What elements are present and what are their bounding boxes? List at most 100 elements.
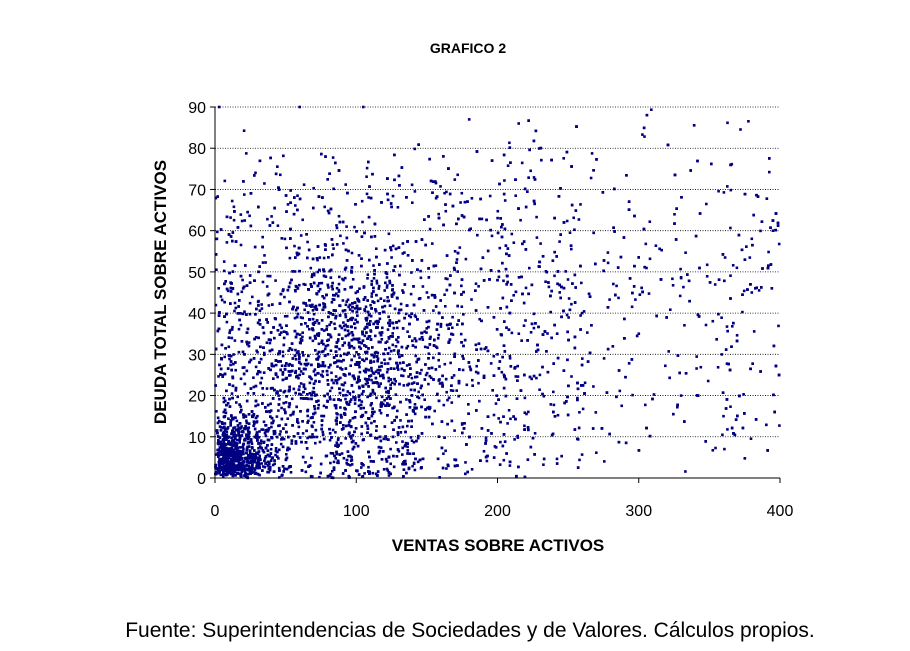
scatter-point [630, 305, 634, 309]
scatter-point [357, 363, 361, 366]
scatter-point [254, 313, 257, 316]
scatter-point [355, 361, 359, 364]
scatter-point [445, 190, 448, 194]
scatter-point [405, 398, 408, 401]
scatter-point [279, 331, 283, 334]
scatter-point [329, 472, 333, 476]
scatter-point [418, 372, 422, 375]
scatter-point [408, 400, 412, 404]
scatter-point [389, 387, 392, 390]
scatter-point [383, 399, 386, 402]
scatter-point [342, 324, 346, 328]
scatter-point [252, 424, 255, 428]
scatter-point [252, 385, 256, 389]
scatter-point [276, 224, 280, 227]
scatter-point [553, 216, 556, 220]
scatter-point [523, 424, 526, 428]
scatter-point [460, 423, 464, 426]
scatter-point [503, 199, 507, 202]
scatter-point [420, 368, 423, 372]
scatter-point [289, 413, 292, 417]
scatter-point [273, 459, 276, 462]
scatter-point [268, 410, 271, 413]
scatter-point [328, 172, 331, 175]
scatter-point [390, 295, 394, 298]
scatter-point [760, 220, 764, 223]
scatter-point [268, 224, 272, 227]
scatter-point [239, 453, 243, 457]
scatter-point [386, 192, 389, 196]
scatter-point [645, 266, 648, 270]
scatter-point [216, 448, 219, 452]
scatter-point [508, 357, 512, 360]
scatter-point [279, 430, 282, 433]
scatter-point [382, 450, 385, 453]
scatter-point [270, 364, 274, 368]
scatter-point [232, 205, 236, 209]
scatter-point [219, 373, 222, 376]
scatter-point [434, 368, 438, 371]
scatter-point [494, 446, 498, 449]
scatter-point [365, 175, 368, 178]
scatter-point [370, 366, 373, 370]
scatter-point [449, 361, 452, 365]
scatter-point [617, 369, 621, 372]
scatter-point [348, 419, 352, 422]
scatter-point [266, 453, 270, 457]
scatter-point [529, 169, 532, 173]
scatter-point [542, 463, 545, 466]
scatter-point [476, 233, 479, 237]
scatter-point [384, 341, 387, 344]
scatter-point [228, 331, 231, 335]
scatter-point [704, 440, 707, 443]
scatter-point [294, 308, 298, 312]
scatter-point [427, 415, 431, 419]
scatter-point [441, 466, 445, 470]
scatter-point [365, 166, 369, 170]
scatter-point [427, 352, 431, 355]
scatter-point [470, 298, 473, 301]
scatter-point [220, 343, 224, 347]
scatter-point [741, 293, 744, 296]
scatter-point [515, 397, 519, 400]
scatter-point [313, 405, 316, 408]
scatter-point [514, 375, 518, 378]
scatter-point [594, 411, 598, 414]
scatter-point [298, 355, 301, 359]
scatter-point [338, 453, 342, 456]
scatter-point [240, 457, 244, 460]
scatter-point [214, 303, 218, 307]
scatter-point [345, 401, 348, 404]
scatter-point [347, 454, 350, 458]
scatter-point [572, 216, 575, 220]
scatter-point [484, 436, 488, 439]
scatter-point [499, 307, 502, 310]
scatter-point [375, 396, 378, 400]
scatter-point [720, 353, 724, 356]
scatter-point [219, 295, 223, 298]
scatter-point [280, 326, 283, 330]
scatter-point [638, 293, 642, 296]
scatter-point [277, 457, 280, 460]
scatter-point [352, 396, 355, 399]
scatter-point [320, 152, 323, 156]
scatter-point [441, 383, 444, 387]
scatter-point [512, 241, 516, 244]
scatter-point [232, 456, 235, 460]
scatter-point [314, 304, 318, 308]
scatter-point [328, 427, 331, 431]
scatter-point [452, 374, 456, 377]
scatter-point [225, 433, 229, 437]
scatter-point [516, 364, 519, 368]
scatter-point [306, 256, 309, 260]
scatter-point [376, 299, 380, 303]
scatter-point [327, 366, 331, 369]
scatter-point [536, 348, 540, 352]
scatter-point [402, 463, 406, 466]
scatter-point [383, 358, 386, 362]
scatter-point [217, 453, 221, 456]
scatter-point [245, 419, 248, 423]
scatter-point [437, 435, 441, 438]
scatter-point [227, 440, 230, 444]
scatter-point [450, 384, 453, 387]
